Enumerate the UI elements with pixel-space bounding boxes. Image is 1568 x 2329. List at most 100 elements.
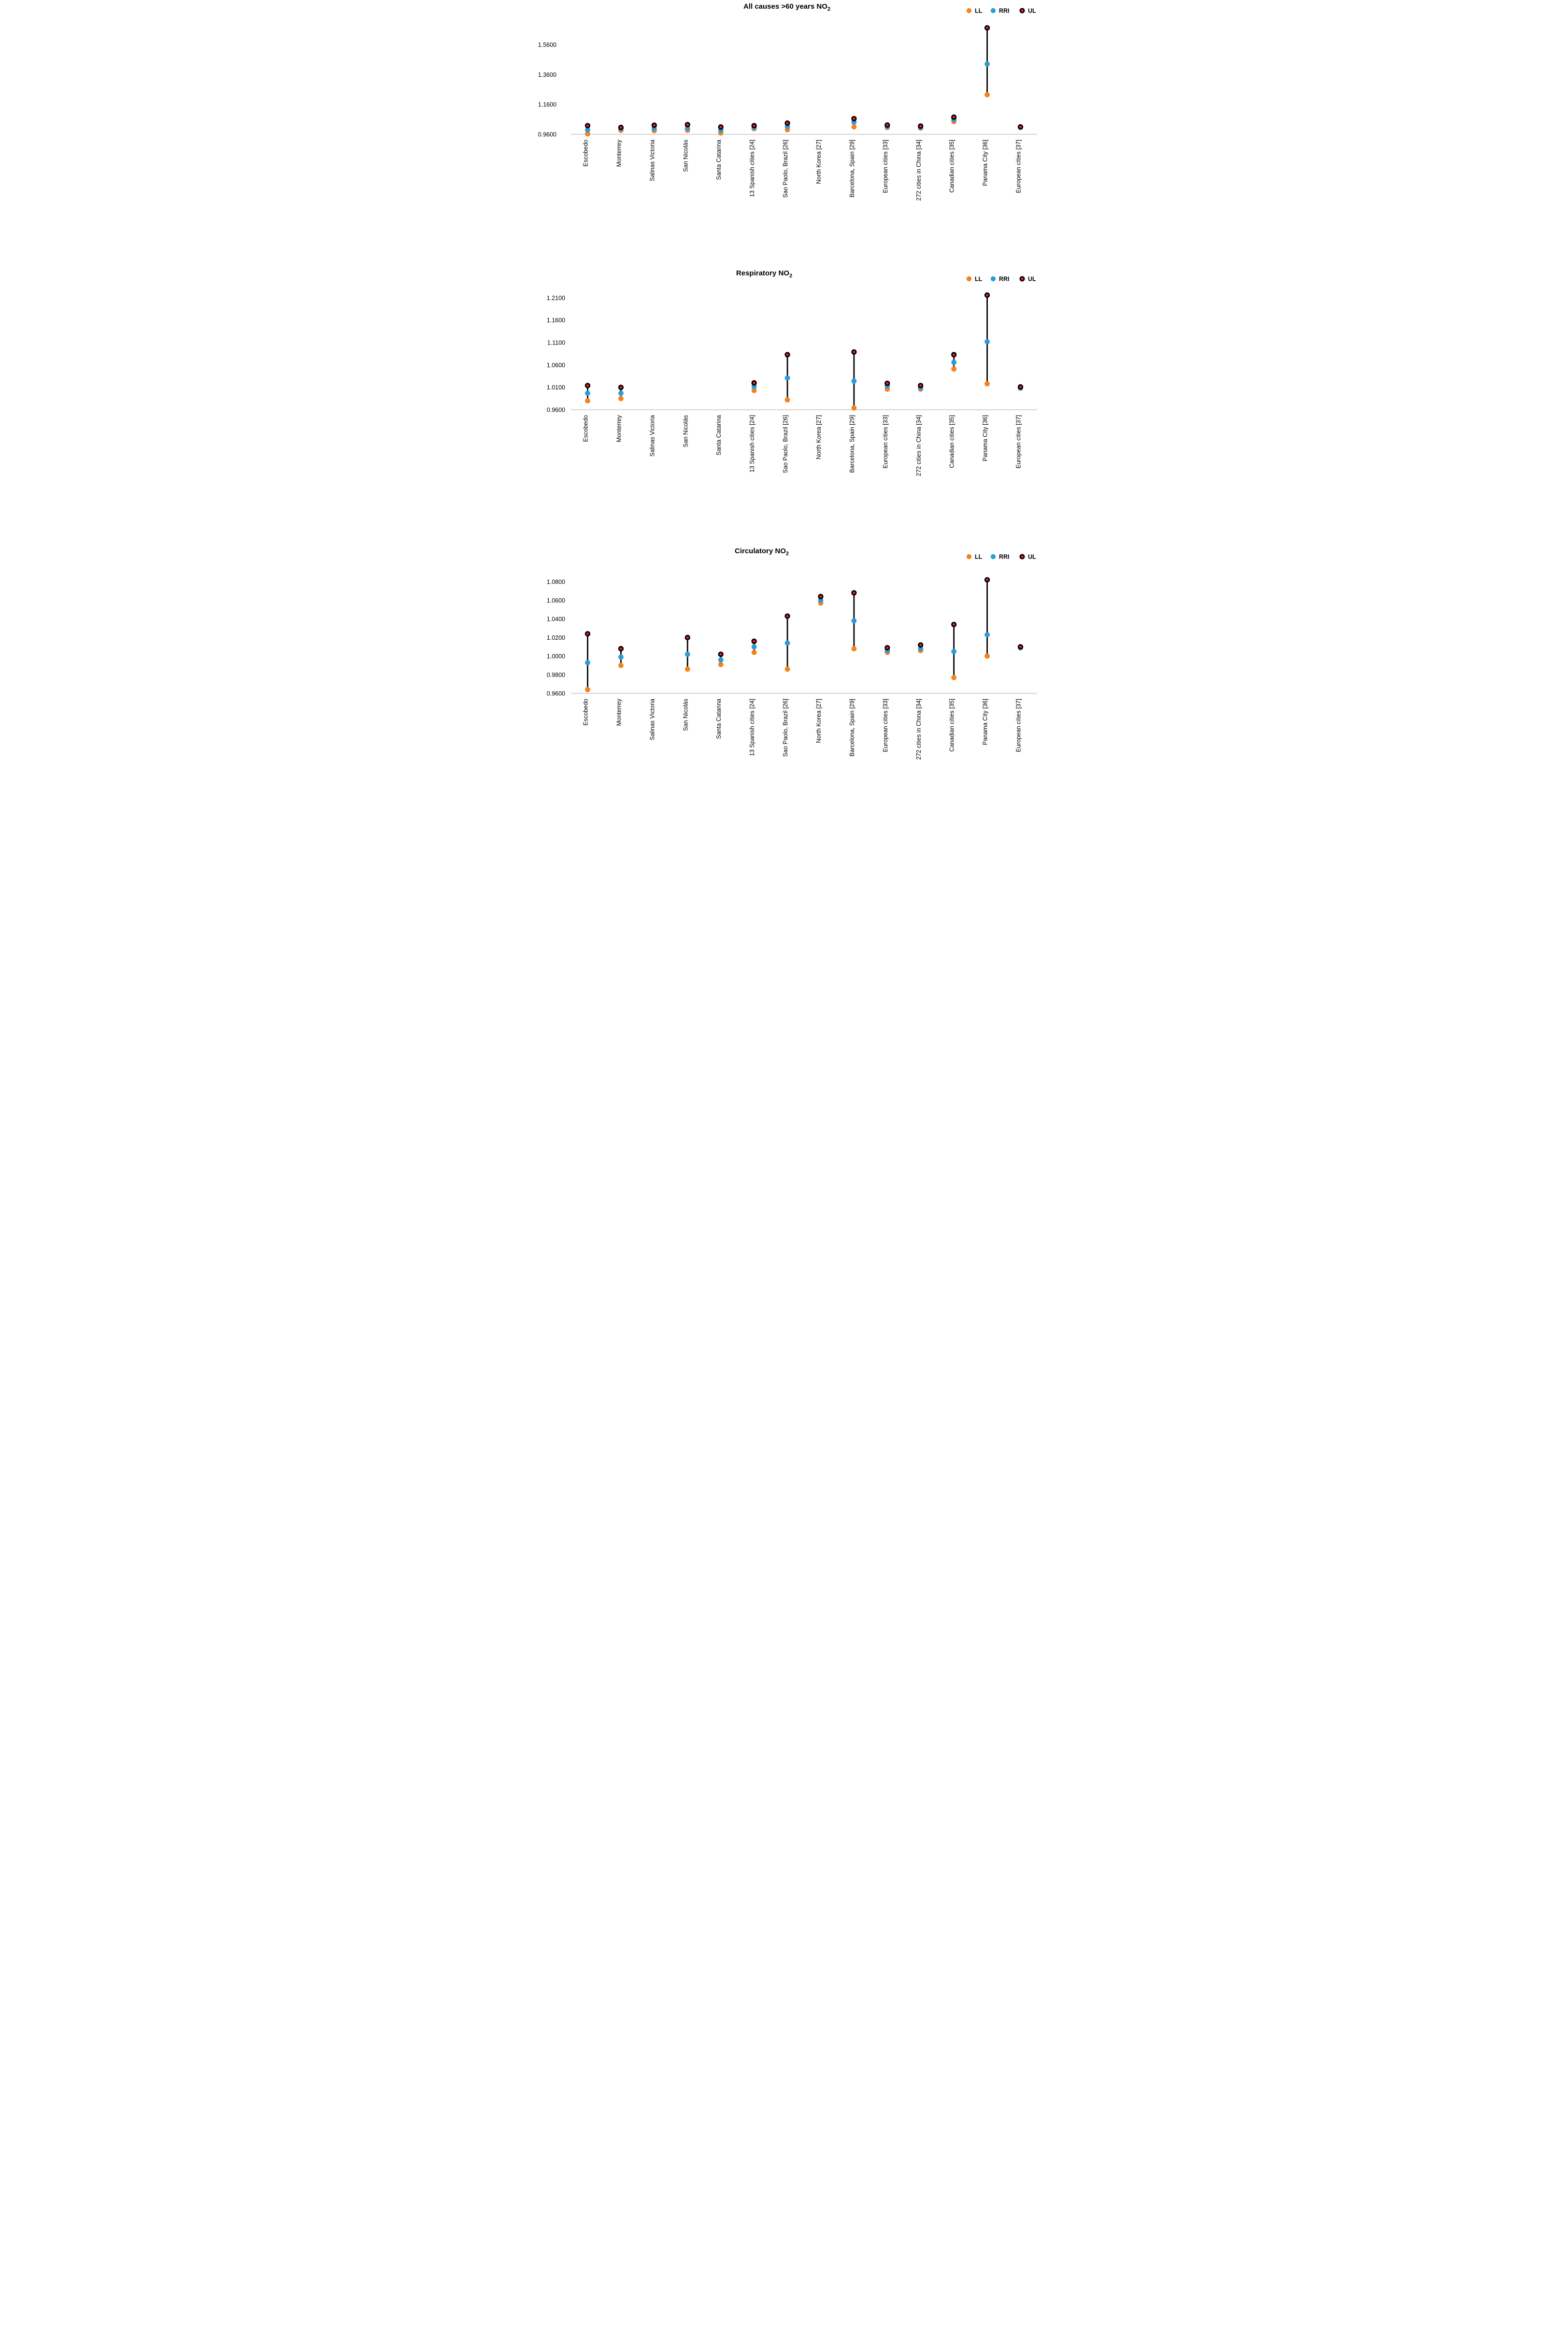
data-point-group-6: [751, 638, 757, 655]
ul-marker: [951, 114, 957, 120]
data-point-group-1: [584, 631, 591, 692]
x-category-label: European cities [33]: [882, 140, 889, 193]
charts-svg: All causes >60 years NO2 LL RRI UL 0.9600 1.1…: [538, 2, 1037, 760]
data-point-group-9: [851, 590, 857, 651]
rri-marker: [684, 651, 690, 657]
x-category-label: Panama City [36]: [982, 140, 989, 186]
ul-marker: [951, 352, 957, 358]
data-point-group-5: [718, 651, 724, 667]
y-tick-label: 1.1600: [538, 101, 556, 108]
legend-marker-ul-icon: [1019, 554, 1025, 560]
legend-label-rri: RRI: [999, 554, 1010, 561]
x-category-label: 272 cities in China [34]: [915, 415, 922, 476]
ul-marker: [751, 380, 757, 386]
data-point-group-12: [951, 114, 957, 125]
x-category-label: Salinas Victoria: [649, 699, 656, 740]
y-tick-label: 1.3600: [538, 72, 556, 78]
x-category-label: San Nicolás: [682, 415, 689, 447]
ul-marker: [751, 638, 757, 644]
ll-marker: [585, 131, 590, 137]
ul-marker: [784, 352, 790, 358]
x-category-label: Escobedo: [582, 699, 589, 726]
data-point-group-11: [918, 642, 924, 653]
rri-marker: [585, 390, 590, 396]
rri-marker: [851, 378, 857, 384]
data-point-group-13: [984, 25, 990, 98]
ll-marker: [984, 92, 990, 98]
rri-marker: [984, 339, 990, 345]
ul-marker: [918, 123, 924, 129]
legend-marker-ll-icon: [966, 554, 972, 560]
x-category-label: European cities [37]: [1015, 140, 1022, 193]
ul-marker: [951, 621, 957, 628]
x-category-label: Canadian cities [35]: [949, 415, 955, 468]
x-category-label: European cities [33]: [882, 415, 889, 469]
x-category-label: North Korea [27]: [815, 415, 822, 460]
legend-marker-ll-icon: [966, 8, 972, 14]
rri-marker: [818, 597, 824, 603]
ul-marker: [651, 122, 657, 128]
y-tick-label: 0.9600: [547, 690, 565, 697]
ul-marker: [784, 613, 790, 619]
x-category-label: Escobedo: [582, 140, 589, 167]
ul-marker: [851, 349, 857, 355]
ul-marker: [984, 25, 990, 31]
data-point-group-13: [984, 577, 990, 659]
ll-marker: [784, 666, 790, 672]
ul-marker: [818, 594, 824, 600]
y-tick-label: 1.5600: [538, 42, 556, 48]
data-point-group-8: [818, 594, 824, 606]
x-category-label: Monterrey: [615, 698, 622, 726]
y-tick-label: 1.1600: [547, 317, 565, 324]
x-category-label: Santa Catarina: [715, 415, 722, 455]
ll-marker: [951, 675, 957, 680]
ul-marker: [618, 125, 624, 130]
data-point-group-6: [751, 380, 757, 393]
ul-marker: [584, 383, 591, 388]
data-point-group-2: [618, 385, 624, 402]
data-point-group-14: [1017, 384, 1024, 391]
data-point-group-10: [884, 122, 890, 130]
legend-marker-rri-icon: [990, 554, 996, 560]
x-category-label: Barcelona, Spain [29]: [849, 699, 855, 757]
y-tick-label: 1.1100: [547, 339, 565, 346]
x-category-label: San Nicolás: [682, 140, 689, 172]
x-category-label: Barcelona, Spain [29]: [849, 140, 855, 198]
data-point-group-6: [751, 123, 757, 131]
y-tick-label: 0.9600: [547, 407, 565, 414]
ul-marker: [684, 122, 690, 128]
x-category-label: 272 cities in China [34]: [915, 699, 922, 760]
ll-marker: [984, 653, 990, 659]
data-point-group-12: [951, 621, 957, 680]
ul-marker: [851, 115, 857, 122]
y-tick-label: 1.0200: [547, 634, 565, 641]
y-tick-label: 1.0000: [547, 653, 565, 660]
rri-marker: [618, 654, 624, 660]
rri-marker: [784, 375, 790, 381]
y-tick-label: 1.2100: [547, 295, 565, 302]
rri-marker: [951, 359, 957, 365]
ul-marker: [718, 651, 724, 657]
ul-marker: [618, 385, 624, 390]
rri-marker: [585, 660, 590, 665]
data-point-group-5: [718, 124, 724, 136]
ul-marker: [984, 292, 990, 298]
rri-marker: [984, 632, 990, 638]
x-category-label: 13 Spanish cities [24]: [749, 415, 755, 473]
data-point-group-2: [618, 125, 624, 133]
rri-marker: [618, 390, 624, 396]
data-point-group-13: [984, 292, 990, 387]
x-category-label: Canadian cities [35]: [949, 140, 955, 193]
x-category-label: European cities [37]: [1015, 699, 1022, 752]
x-category-label: Panama City [36]: [982, 415, 989, 461]
ul-marker: [884, 380, 890, 386]
data-point-group-7: [784, 352, 790, 403]
ul-marker: [1017, 384, 1024, 390]
y-tick-label: 0.9600: [538, 131, 556, 138]
ul-marker: [751, 123, 757, 129]
chart-2: Respiratory NO2 LL RRI UL 0.9600 1.0100 1.0600…: [547, 269, 1037, 476]
x-category-label: 13 Spanish cities [24]: [749, 699, 755, 756]
ul-marker: [584, 123, 591, 129]
ll-marker: [751, 388, 757, 393]
y-tick-label: 1.0100: [547, 384, 565, 391]
